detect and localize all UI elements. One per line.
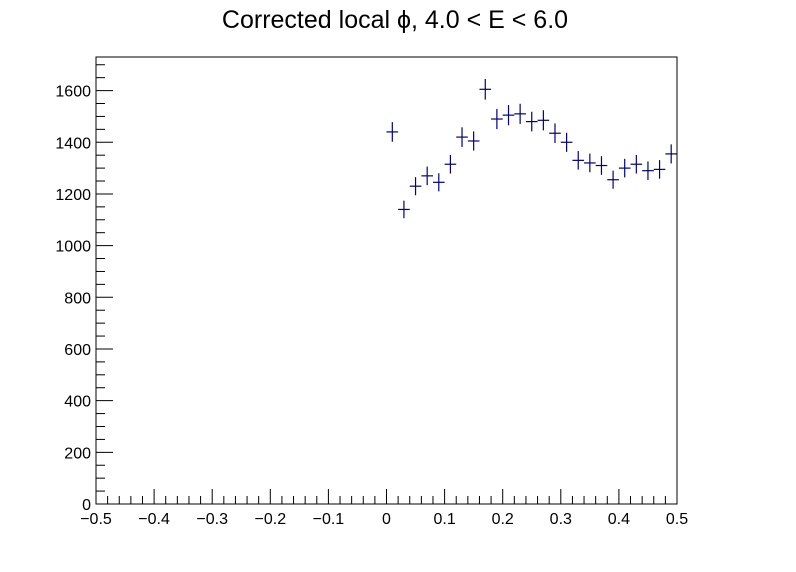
x-tick-label: 0.1 — [433, 511, 455, 528]
y-tick-label: 200 — [64, 445, 91, 462]
data-point — [653, 160, 666, 179]
data-point — [584, 153, 596, 173]
data-point — [467, 131, 480, 151]
data-point — [595, 156, 608, 175]
y-tick-label: 1600 — [55, 84, 91, 101]
data-point — [630, 154, 643, 174]
x-tick-label: −0.5 — [80, 511, 112, 528]
data-point — [642, 161, 654, 180]
data-point — [549, 123, 561, 144]
data-point — [409, 177, 422, 196]
data-point — [607, 170, 619, 189]
data-point — [560, 132, 573, 152]
y-tick-label: 1000 — [55, 239, 91, 256]
chart-title: Corrected local ϕ, 4.0 < E < 6.0 — [222, 6, 568, 34]
data-point — [386, 122, 399, 142]
axes: 0 200 400 600 800 1000 1200 1400 1600 −0.5 −0.4 −0.… — [55, 56, 688, 528]
data-point — [479, 78, 492, 100]
x-tick-label: −0.4 — [138, 511, 170, 528]
y-tick-label: 600 — [64, 342, 91, 359]
x-tick-label: 0.4 — [608, 511, 630, 528]
x-tick-label: 0 — [382, 511, 391, 528]
data-point — [432, 173, 445, 192]
data-point — [502, 105, 515, 126]
plot-frame — [95, 56, 678, 505]
x-tick-label: 0.2 — [492, 511, 514, 528]
y-tick-label: 800 — [64, 290, 91, 307]
y-tick-label: 400 — [64, 394, 91, 411]
x-tick-label: 0.5 — [666, 511, 688, 528]
x-tick-label: 0.3 — [550, 511, 572, 528]
data-point — [398, 200, 410, 219]
x-tick-label: −0.3 — [196, 511, 228, 528]
data-point — [456, 127, 468, 147]
data-point — [491, 108, 503, 130]
x-tick-label: −0.1 — [313, 511, 345, 528]
data-point — [665, 144, 677, 164]
data-points — [386, 78, 677, 219]
data-point — [618, 158, 631, 178]
y-tick-label: 1200 — [55, 187, 91, 204]
data-point — [444, 154, 457, 174]
y-tick-label: 1400 — [55, 135, 91, 152]
data-point — [421, 166, 433, 186]
x-tick-label: −0.2 — [255, 511, 287, 528]
data-point — [537, 110, 550, 131]
data-point — [514, 103, 526, 124]
data-point — [572, 151, 585, 170]
data-point — [525, 111, 538, 132]
y-tick-label: 0 — [82, 497, 91, 514]
